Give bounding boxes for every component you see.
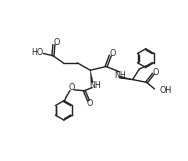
Polygon shape	[90, 70, 93, 83]
Text: O: O	[87, 99, 93, 108]
Text: O: O	[110, 49, 116, 58]
Polygon shape	[120, 76, 133, 80]
Text: O: O	[68, 83, 75, 92]
Text: OH: OH	[159, 86, 171, 95]
Text: HO: HO	[31, 48, 43, 57]
Text: O: O	[53, 38, 59, 47]
Text: O: O	[152, 68, 159, 77]
Text: NH: NH	[90, 81, 101, 90]
Text: NH: NH	[114, 71, 126, 80]
